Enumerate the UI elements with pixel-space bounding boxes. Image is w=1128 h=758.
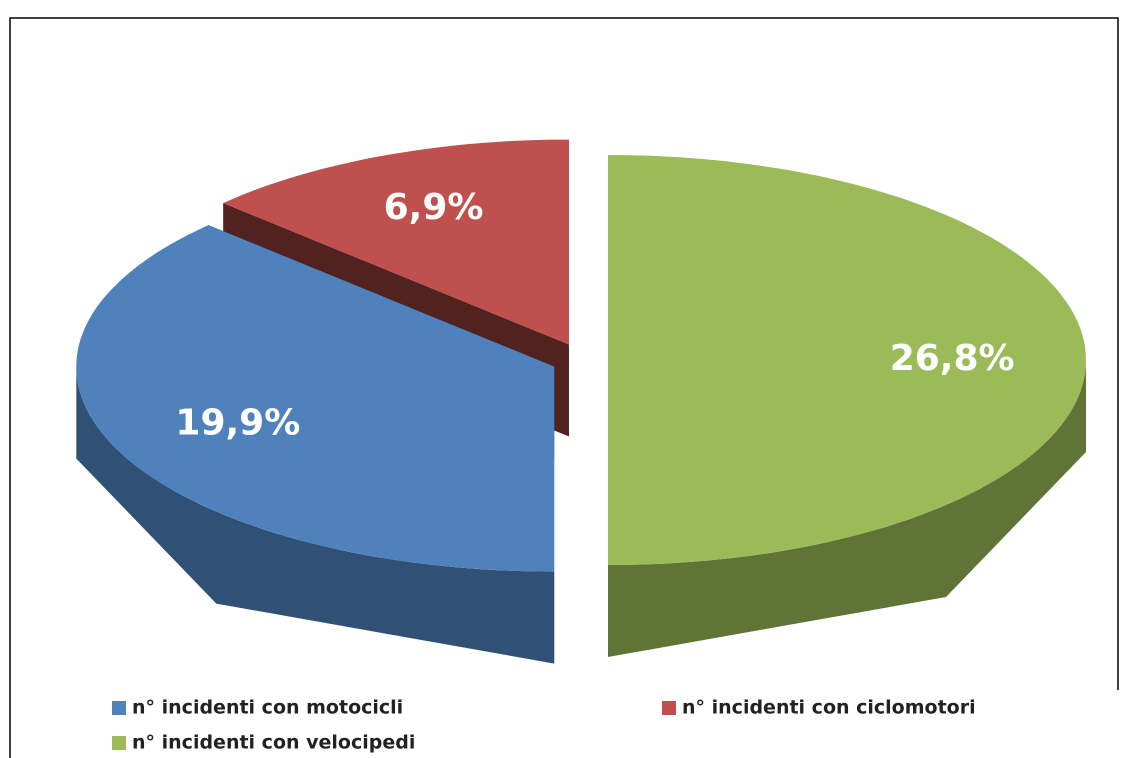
legend-swatch (112, 701, 126, 715)
data-label: 6,9% (384, 187, 484, 228)
legend-swatch (662, 701, 676, 715)
slice (223, 139, 569, 345)
data-label: 26,8% (890, 338, 1015, 379)
legend-label: n° incidenti con velocipedi (132, 732, 415, 754)
legend-label: n° incidenti con ciclomotori (682, 697, 976, 719)
data-label: 19,9% (175, 403, 300, 444)
legend-swatch (112, 736, 126, 750)
slice-side (608, 360, 1086, 657)
slice (76, 225, 555, 572)
slice (608, 155, 1086, 565)
legend-label: n° incidenti con motocicli (132, 697, 403, 719)
frame (9, 17, 1119, 758)
slice-side (76, 366, 555, 664)
